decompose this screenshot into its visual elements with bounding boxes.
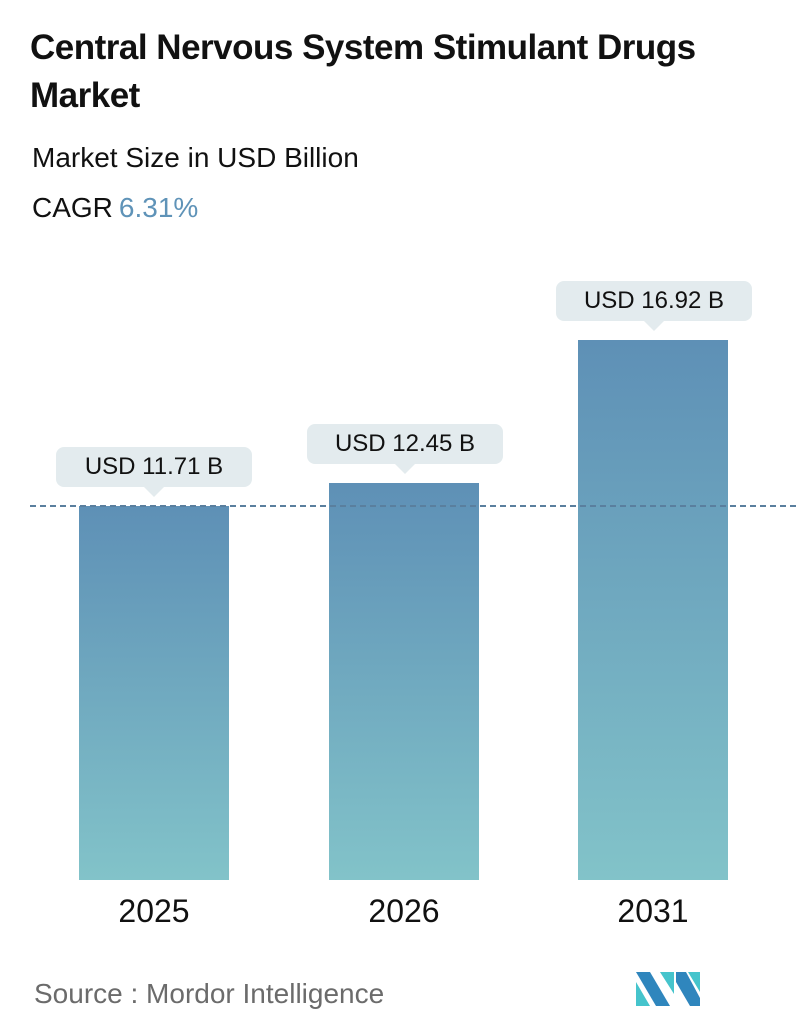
chart-title: Central Nervous System Stimulant Drugs M…: [30, 28, 696, 115]
x-tick-2026: 2026: [368, 893, 440, 929]
bar-2025: [79, 506, 229, 880]
cagr-label: CAGR: [32, 192, 113, 223]
data-label-2031: USD 16.92 B: [556, 281, 752, 331]
data-label-2025: USD 11.71 B: [56, 447, 252, 497]
cagr: CAGR 6.31%: [32, 190, 198, 226]
cagr-value: 6.31%: [118, 192, 199, 223]
data-label-2026: USD 12.45 B: [307, 424, 503, 474]
x-tick-2031: 2031: [617, 893, 689, 929]
bar-2031: [578, 340, 728, 880]
bar-2026: [329, 483, 479, 880]
source-text: Source : Mordor Intelligence: [34, 978, 385, 1009]
reference-dashed-line: [30, 505, 796, 507]
mordor-logo-icon: [636, 972, 700, 1013]
chart-subtitle: Market Size in USD Billion: [32, 142, 359, 173]
x-tick-2025: 2025: [118, 893, 190, 929]
